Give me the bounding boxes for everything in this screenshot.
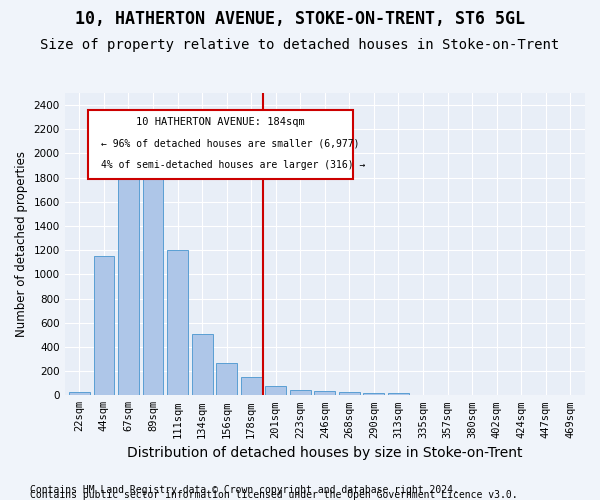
Bar: [265, 386, 286, 396]
Bar: [167, 250, 188, 396]
Text: 10, HATHERTON AVENUE, STOKE-ON-TRENT, ST6 5GL: 10, HATHERTON AVENUE, STOKE-ON-TRENT, ST…: [75, 10, 525, 28]
Bar: [241, 377, 262, 396]
X-axis label: Distribution of detached houses by size in Stoke-on-Trent: Distribution of detached houses by size …: [127, 446, 523, 460]
Text: Contains public sector information licensed under the Open Government Licence v3: Contains public sector information licen…: [30, 490, 518, 500]
Text: 4% of semi-detached houses are larger (316) →: 4% of semi-detached houses are larger (3…: [101, 160, 365, 170]
Bar: [118, 160, 139, 396]
Bar: [69, 392, 90, 396]
Text: Contains HM Land Registry data © Crown copyright and database right 2024.: Contains HM Land Registry data © Crown c…: [30, 485, 459, 495]
Bar: [216, 364, 237, 396]
Text: Size of property relative to detached houses in Stoke-on-Trent: Size of property relative to detached ho…: [40, 38, 560, 52]
Text: ← 96% of detached houses are smaller (6,977): ← 96% of detached houses are smaller (6,…: [101, 138, 359, 148]
Bar: [511, 394, 532, 396]
Bar: [290, 390, 311, 396]
Bar: [461, 394, 482, 396]
Bar: [388, 394, 409, 396]
Bar: [191, 334, 212, 396]
Bar: [364, 394, 385, 396]
Text: 10 HATHERTON AVENUE: 184sqm: 10 HATHERTON AVENUE: 184sqm: [136, 117, 305, 127]
FancyBboxPatch shape: [88, 110, 353, 179]
Bar: [314, 391, 335, 396]
Bar: [413, 394, 433, 396]
Bar: [94, 256, 115, 396]
Bar: [339, 392, 360, 396]
Bar: [143, 172, 163, 396]
Y-axis label: Number of detached properties: Number of detached properties: [15, 151, 28, 337]
Bar: [486, 394, 507, 396]
Bar: [437, 394, 458, 396]
